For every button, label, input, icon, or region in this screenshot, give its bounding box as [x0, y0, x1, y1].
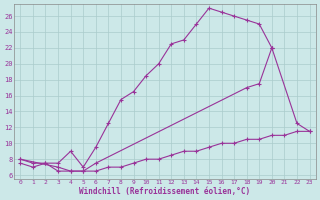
- X-axis label: Windchill (Refroidissement éolien,°C): Windchill (Refroidissement éolien,°C): [79, 187, 251, 196]
